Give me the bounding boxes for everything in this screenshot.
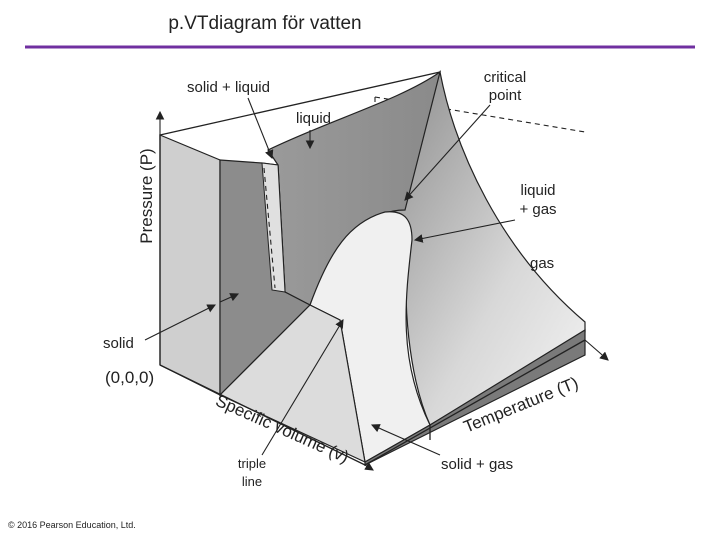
label: (0,0,0) bbox=[105, 368, 154, 387]
t-axis-arrow bbox=[584, 339, 609, 361]
label: critical bbox=[484, 69, 527, 86]
arrow-solid-2 bbox=[219, 293, 240, 303]
arrow-solid bbox=[144, 304, 216, 341]
label: + gas bbox=[519, 201, 556, 218]
label: solid bbox=[103, 335, 134, 352]
title: p.VTdiagram för vatten bbox=[168, 13, 361, 34]
axis-label: Pressure (P) bbox=[137, 148, 156, 243]
solid-liquid-dash bbox=[263, 167, 276, 289]
label: liquid bbox=[296, 110, 331, 127]
label: triple bbox=[238, 456, 266, 471]
arrow-liquid-gas bbox=[413, 219, 516, 243]
label: solid + gas bbox=[441, 456, 513, 473]
v-axis-arrow bbox=[364, 462, 374, 471]
solid-face bbox=[159, 134, 221, 396]
liquid-gas-region bbox=[309, 211, 431, 463]
arrow-critical bbox=[404, 104, 491, 201]
solid-liquid-strip bbox=[261, 162, 286, 293]
label: line bbox=[242, 474, 262, 489]
label: gas bbox=[530, 255, 554, 272]
label: solid + liquid bbox=[187, 79, 270, 96]
arrow-triple bbox=[261, 319, 344, 456]
label: point bbox=[489, 87, 522, 104]
copyright: © 2016 Pearson Education, Ltd. bbox=[8, 520, 136, 530]
arrow-solid-gas bbox=[370, 424, 441, 456]
label: liquid bbox=[520, 182, 555, 199]
diagram bbox=[144, 69, 609, 471]
arrow-solid-liquid bbox=[247, 97, 274, 160]
